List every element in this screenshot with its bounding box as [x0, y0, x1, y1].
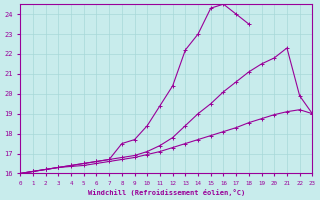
X-axis label: Windchill (Refroidissement éolien,°C): Windchill (Refroidissement éolien,°C) [88, 189, 245, 196]
